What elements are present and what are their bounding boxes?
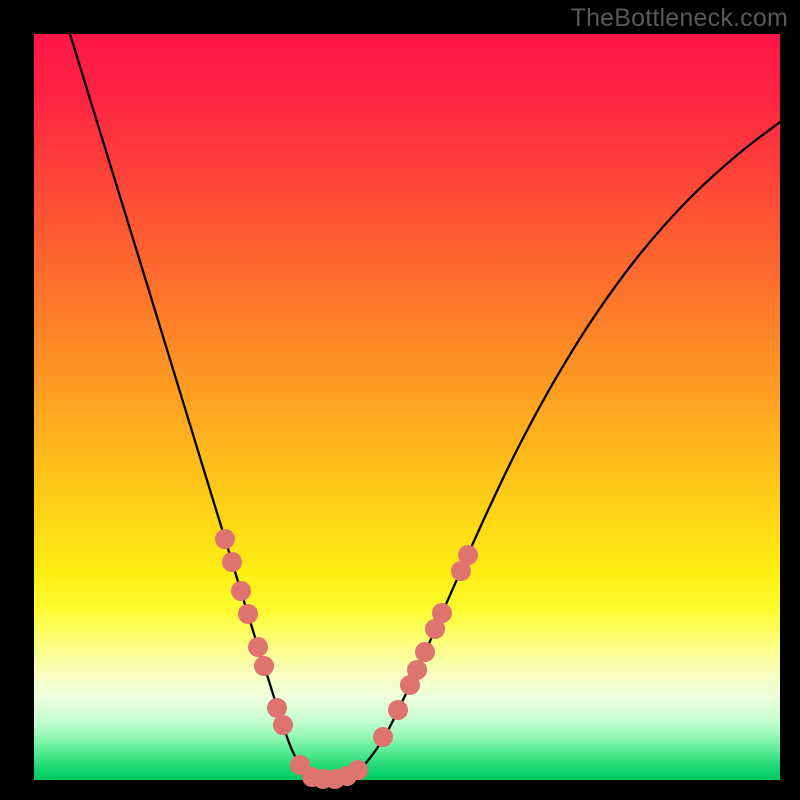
- data-marker: [458, 545, 478, 565]
- curve-right-branch: [316, 122, 780, 778]
- data-marker: [222, 552, 242, 572]
- data-marker: [415, 642, 435, 662]
- data-marker: [248, 637, 268, 657]
- data-marker: [231, 581, 251, 601]
- data-marker: [273, 715, 293, 735]
- curve-left-branch: [70, 34, 316, 778]
- data-marker: [254, 656, 274, 676]
- data-marker: [238, 604, 258, 624]
- data-marker: [215, 529, 235, 549]
- chart-svg: [0, 0, 800, 800]
- data-marker: [407, 660, 427, 680]
- data-marker: [267, 698, 287, 718]
- data-marker: [373, 727, 393, 747]
- data-marker: [388, 700, 408, 720]
- data-marker: [432, 603, 452, 623]
- data-marker: [348, 760, 368, 780]
